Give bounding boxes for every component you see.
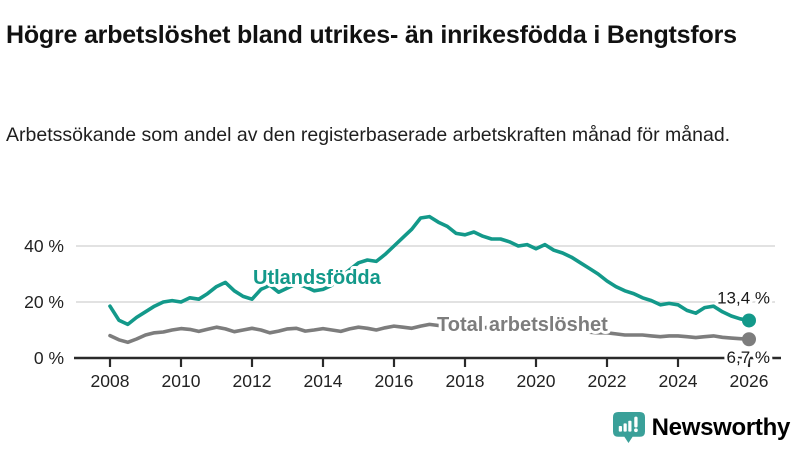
x-axis-tick-label: 2012 <box>233 371 272 391</box>
x-axis-tick-label: 2022 <box>588 371 627 391</box>
chart-title: Högre arbetslöshet bland utrikes- än inr… <box>6 20 737 49</box>
x-axis-tick-label: 2024 <box>659 371 698 391</box>
logo-exclamation-stem <box>633 416 638 428</box>
chart-subtitle: Arbetssökande som andel av den registerb… <box>6 123 731 146</box>
x-axis-tick-label: 2010 <box>162 371 201 391</box>
newsworthy-logo: Newsworthy <box>612 412 791 443</box>
end-value-label-total-arbetsloshet: 6,7 % <box>727 348 770 367</box>
chart-line-utlandsfodda <box>108 214 751 327</box>
x-axis-tick-label: 2026 <box>730 371 769 391</box>
newsworthy-bar-chart-pin-icon <box>612 412 645 443</box>
y-axis-tick-label: 20 % <box>24 292 64 312</box>
end-dot-total-arbetsloshet <box>742 332 756 347</box>
end-value-label-utlandsfodda: 13,4 % <box>717 288 770 307</box>
logo-bar-small <box>618 425 622 432</box>
x-axis-tick-label: 2016 <box>375 371 414 391</box>
series-label-utlandsfodda: Utlandsfödda <box>253 267 382 289</box>
x-axis-tick-label: 2008 <box>91 371 130 391</box>
logo-bar-medium <box>623 423 627 432</box>
chart-line-total-arbetsloshet <box>108 322 751 345</box>
x-axis-tick-label: 2018 <box>446 371 485 391</box>
logo-bar-large <box>627 420 632 432</box>
x-axis-tick-label: 2020 <box>517 371 556 391</box>
series-label-total-arbetsloshet: Total arbetslöshet <box>437 314 608 336</box>
newsworthy-logo-text: Newsworthy <box>651 413 791 441</box>
y-axis-tick-label: 0 % <box>34 348 64 368</box>
y-axis-tick-label: 40 % <box>24 236 64 256</box>
logo-exclamation-dot <box>633 428 638 433</box>
line-chart: 2008 2010 2012 2014 2016 2018 2020 2022 2024 2026… <box>24 214 781 391</box>
x-axis-tick-label: 2014 <box>304 371 343 391</box>
end-dot-utlandsfodda <box>742 313 756 328</box>
